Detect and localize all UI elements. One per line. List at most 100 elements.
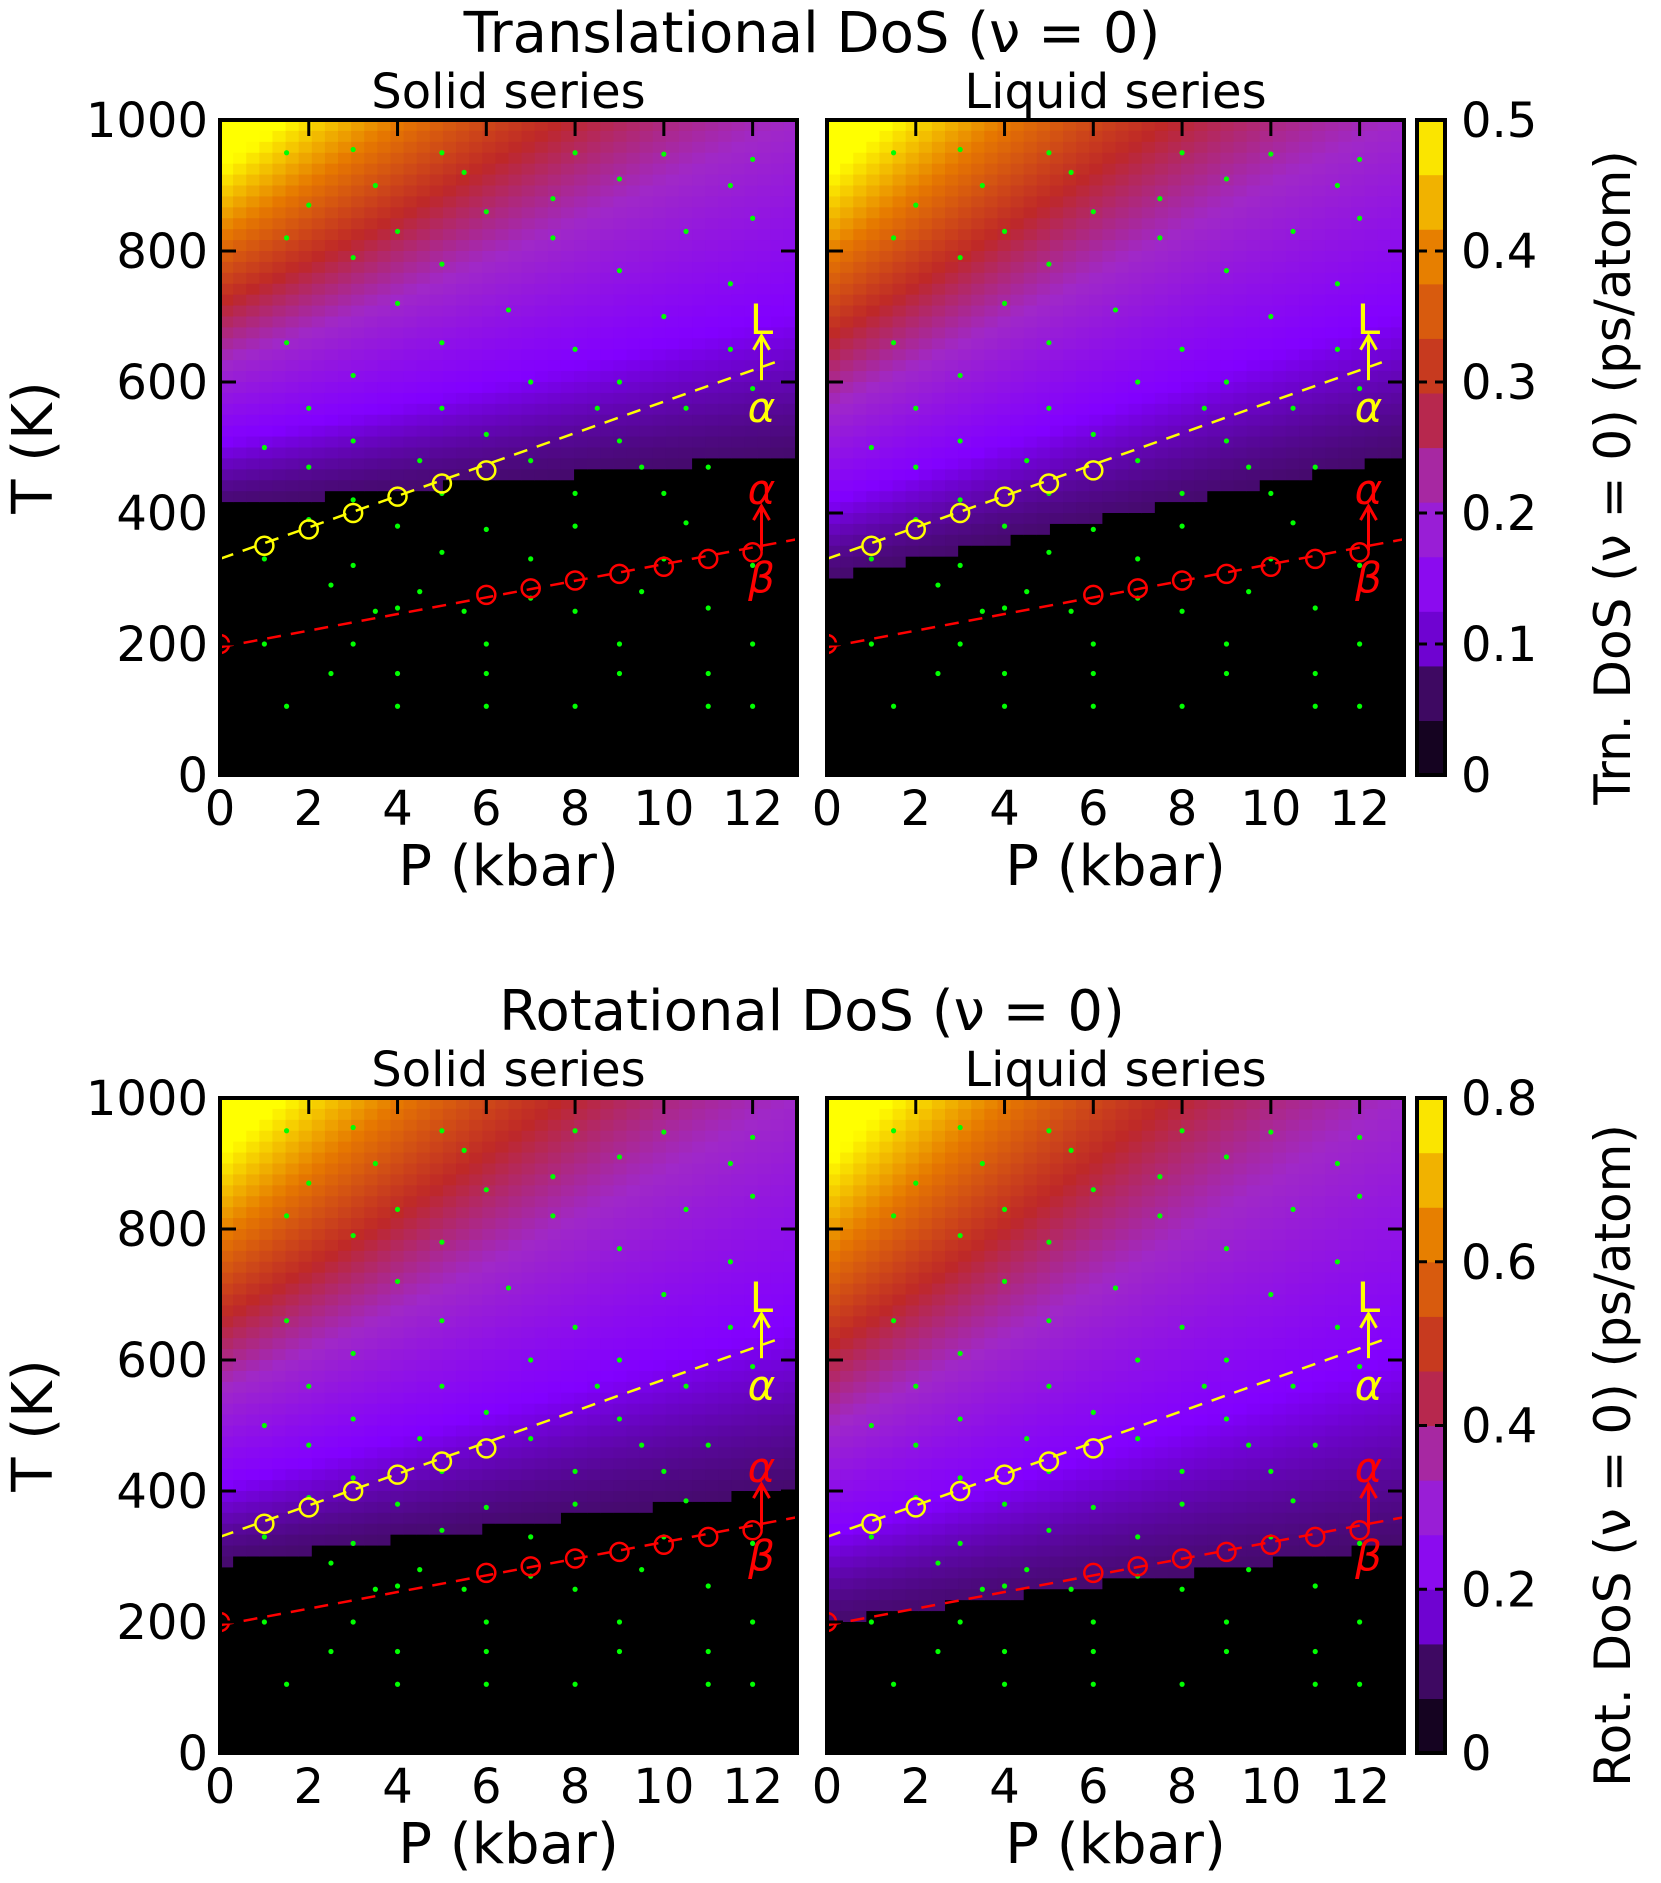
heatmap-cell xyxy=(665,665,680,678)
heatmap-cell xyxy=(905,425,920,438)
heatmap-cell xyxy=(456,600,470,612)
heatmap-cell xyxy=(495,392,510,405)
heatmap-cell xyxy=(827,294,841,307)
heatmap-cell xyxy=(639,665,654,678)
heatmap-cell xyxy=(1285,469,1300,481)
heatmap-cell xyxy=(508,174,523,187)
heatmap-cell xyxy=(1102,316,1117,329)
heatmap-cell xyxy=(1128,622,1143,634)
heatmap-cell xyxy=(298,742,313,754)
heatmap-cell xyxy=(1259,327,1274,339)
x-tick-label: 2 xyxy=(293,781,324,837)
heatmap-cell xyxy=(1023,218,1038,230)
heatmap-cell xyxy=(324,469,339,481)
heatmap-cell xyxy=(1233,305,1248,318)
heatmap-cell xyxy=(1207,502,1222,514)
heatmap-cell xyxy=(600,534,615,547)
heatmap-cell xyxy=(1285,392,1300,405)
heatmap-cell xyxy=(259,327,274,339)
heatmap-cell xyxy=(918,327,933,339)
heatmap-cell xyxy=(892,469,907,481)
heatmap-cell xyxy=(705,316,719,329)
heatmap-cell xyxy=(1010,676,1025,689)
heatmap-cell xyxy=(892,513,907,525)
heatmap-cell xyxy=(1285,283,1300,296)
heatmap-cell xyxy=(521,152,536,165)
heatmap-cell xyxy=(639,240,654,252)
heatmap-cell xyxy=(1102,371,1117,383)
heatmap-cell xyxy=(220,218,234,230)
heatmap-cell xyxy=(534,240,549,252)
heatmap-cell xyxy=(1049,731,1064,743)
heatmap-cell xyxy=(403,458,418,470)
heatmap-cell xyxy=(705,174,719,187)
heatmap-cell xyxy=(971,327,985,339)
heatmap-cell xyxy=(1220,720,1235,732)
heatmap-cell xyxy=(905,545,920,558)
heatmap-cell xyxy=(298,120,313,132)
heatmap-cell xyxy=(587,469,601,481)
heatmap-cell xyxy=(757,687,772,700)
heatmap-cell xyxy=(1259,403,1274,416)
heatmap-cell xyxy=(403,469,418,481)
heatmap-cell xyxy=(905,185,920,198)
heatmap-cell xyxy=(547,130,562,143)
heatmap-cell xyxy=(757,578,772,591)
heatmap-cell xyxy=(521,207,536,219)
heatmap-cell xyxy=(892,709,907,722)
heatmap-cell xyxy=(1076,644,1090,656)
heatmap-cell xyxy=(997,513,1012,525)
heatmap-cell xyxy=(1299,305,1313,318)
heatmap-cell xyxy=(639,272,654,285)
heatmap-cell xyxy=(246,753,260,765)
heatmap-cell xyxy=(757,458,772,470)
heatmap-cell xyxy=(534,447,549,460)
heatmap-cell xyxy=(1076,742,1090,754)
heatmap-cell xyxy=(744,141,759,154)
heatmap-cell xyxy=(783,556,797,569)
heatmap-cell xyxy=(574,218,588,230)
heatmap-cell xyxy=(600,338,615,350)
heatmap-cell xyxy=(403,676,418,689)
heatmap-cell xyxy=(892,556,907,569)
heatmap-cell xyxy=(1036,327,1051,339)
heatmap-cell xyxy=(1167,261,1182,274)
heatmap-cell xyxy=(442,611,457,623)
heatmap-cell xyxy=(1220,349,1235,361)
heatmap-cell xyxy=(1154,687,1169,700)
heatmap-cell xyxy=(827,414,841,427)
heatmap-cell xyxy=(678,327,693,339)
heatmap-cell xyxy=(233,414,247,427)
heatmap-cell xyxy=(469,251,483,263)
heatmap-cell xyxy=(259,229,274,241)
heatmap-cell xyxy=(351,414,365,427)
heatmap-cell xyxy=(1063,665,1077,678)
heatmap-cell xyxy=(931,294,946,307)
heatmap-cell xyxy=(984,764,999,775)
heatmap-cell xyxy=(1272,491,1287,503)
heatmap-cell xyxy=(1207,392,1222,405)
heatmap-cell xyxy=(718,513,733,525)
heatmap-cell xyxy=(1089,130,1103,143)
heatmap-cell xyxy=(259,349,274,361)
heatmap-cell xyxy=(840,120,854,132)
heatmap-cell xyxy=(1272,720,1287,732)
heatmap-cell xyxy=(918,633,933,645)
heatmap-cell xyxy=(705,185,719,198)
heatmap-cell xyxy=(1036,676,1051,689)
heatmap-cell xyxy=(718,174,733,187)
heatmap-cell xyxy=(905,469,920,481)
heatmap-cell xyxy=(757,622,772,634)
heatmap-cell xyxy=(665,611,680,623)
heatmap-cell xyxy=(1102,644,1117,656)
heatmap-cell xyxy=(1128,753,1143,765)
heatmap-cell xyxy=(984,414,999,427)
heatmap-cell xyxy=(403,491,418,503)
heatmap-cell xyxy=(997,753,1012,765)
heatmap-cell xyxy=(757,174,772,187)
heatmap-cell xyxy=(403,392,418,405)
heatmap-cell xyxy=(534,185,549,198)
heatmap-cell xyxy=(456,163,470,176)
heatmap-cell xyxy=(469,556,483,569)
heatmap-cell xyxy=(1167,196,1182,208)
